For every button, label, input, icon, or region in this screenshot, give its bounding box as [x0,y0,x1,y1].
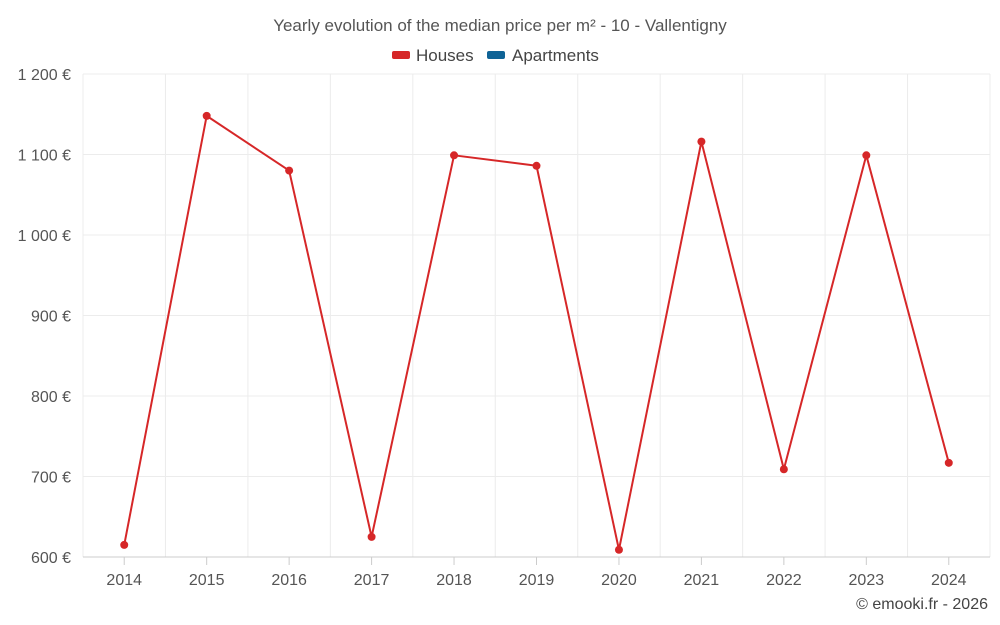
x-tick-label: 2023 [849,572,885,589]
x-tick-label: 2014 [106,572,142,589]
x-tick-label: 2019 [519,572,555,589]
x-tick-label: 2021 [684,572,720,589]
y-tick-label: 700 € [31,470,71,487]
y-tick-label: 600 € [31,550,71,567]
x-tick-label: 2018 [436,572,472,589]
data-point-houses[interactable] [532,161,541,170]
grid [82,73,991,558]
data-point-houses[interactable] [450,151,459,160]
data-point-houses[interactable] [779,465,788,474]
x-axis: 2014 2015 2016 2017 2018 2019 2020 2021 2022 2023… [106,557,967,589]
data-point-houses[interactable] [944,458,953,467]
credit: © emooki.fr - 2026 [856,596,988,613]
plot-area [120,111,953,554]
legend-item-apartments[interactable]: Apartments [487,46,599,65]
y-tick-label: 1 100 € [18,148,71,165]
x-tick-label: 2016 [271,572,307,589]
data-point-houses[interactable] [120,540,129,549]
data-point-houses[interactable] [367,532,376,541]
x-tick-label: 2020 [601,572,637,589]
data-point-houses[interactable] [697,137,706,146]
chart-title: Yearly evolution of the median price per… [273,16,727,35]
x-tick-label: 2015 [189,572,225,589]
x-tick-label: 2024 [931,572,967,589]
legend-label-houses: Houses [416,46,474,65]
y-tick-label: 900 € [31,309,71,326]
x-tick-label: 2017 [354,572,390,589]
data-point-houses[interactable] [202,111,211,120]
legend-label-apartments: Apartments [512,46,599,65]
y-tick-label: 1 200 € [18,67,71,84]
y-axis: 600 € 700 € 800 € 900 € 1 000 € 1 100 € 1 200 … [18,67,71,567]
y-tick-label: 800 € [31,389,71,406]
data-point-houses[interactable] [614,545,623,554]
data-point-houses[interactable] [862,151,871,160]
legend-item-houses[interactable]: Houses [392,46,474,65]
legend-swatch-houses [392,51,410,59]
legend-swatch-apartments [487,51,505,59]
y-tick-label: 1 000 € [18,228,71,245]
data-point-houses[interactable] [285,166,294,175]
x-tick-label: 2022 [766,572,802,589]
legend: Houses Apartments [392,46,599,65]
